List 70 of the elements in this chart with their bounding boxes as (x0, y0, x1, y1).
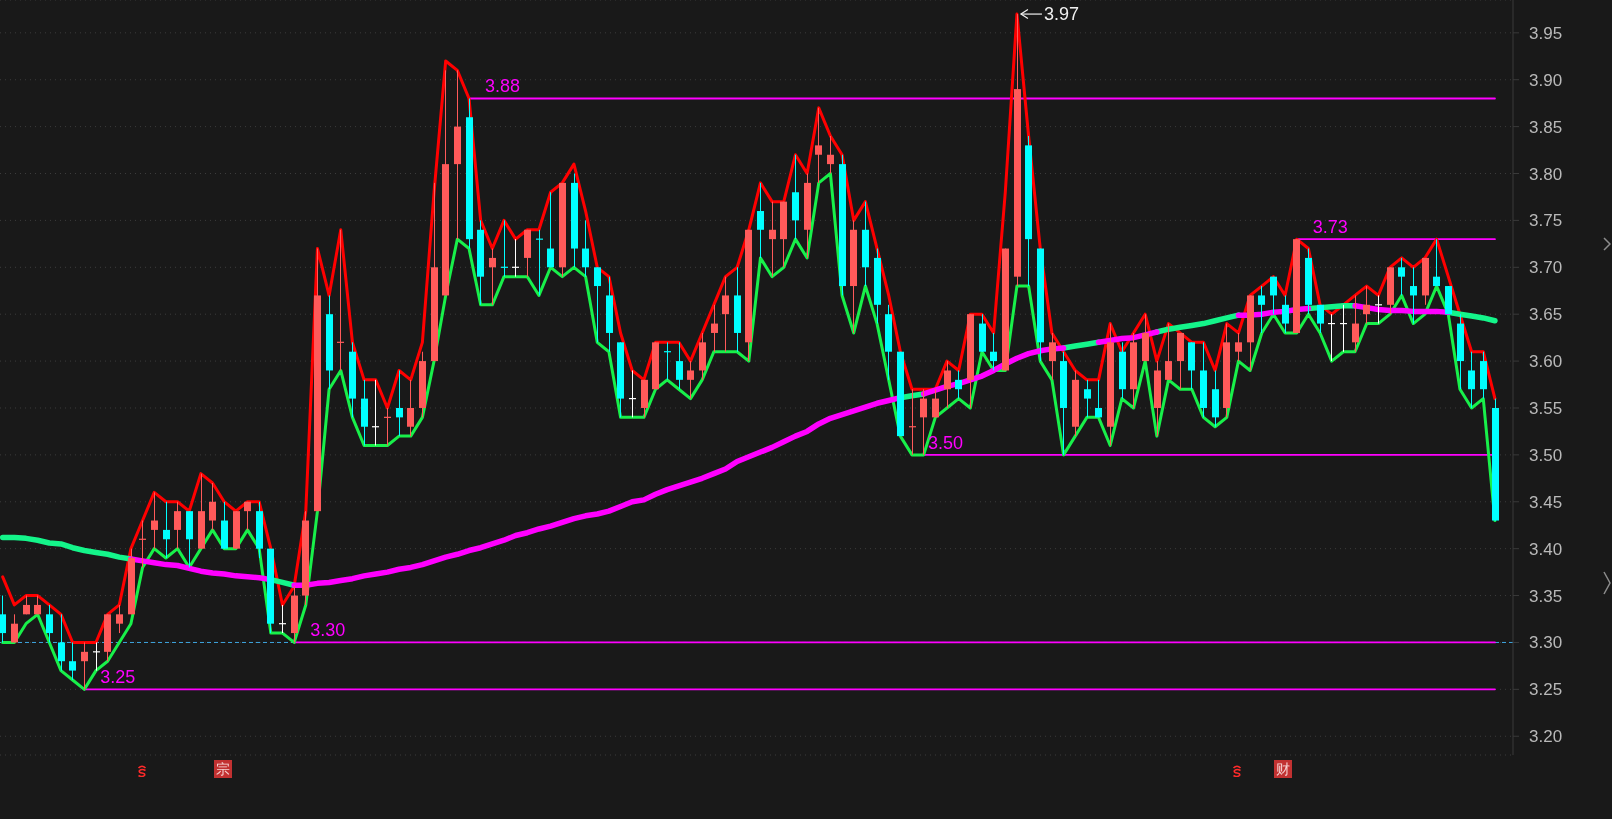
text: 财 (1274, 760, 1292, 778)
candlestick (244, 501, 251, 531)
y-tick-label: 3.40 (1529, 539, 1563, 559)
candlestick (1410, 266, 1417, 325)
candlestick (687, 360, 694, 400)
candlestick (932, 388, 939, 418)
candlestick (1235, 332, 1242, 362)
candlestick (1165, 323, 1172, 381)
y-tick-label: 3.75 (1529, 211, 1563, 231)
candlestick (1363, 285, 1370, 325)
candlestick (69, 641, 76, 681)
candlestick (209, 482, 216, 531)
candlestick (81, 641, 88, 690)
y-tick-label: 3.60 (1529, 352, 1563, 372)
candlestick (920, 388, 927, 456)
candlestick (46, 604, 53, 643)
candlestick (1282, 294, 1289, 334)
candlestick (711, 304, 718, 353)
candlestick (815, 107, 822, 184)
candlestick (1433, 238, 1440, 287)
annotation: 3.97 (1043, 4, 1079, 25)
candlestick (1468, 351, 1475, 409)
y-tick-label: 3.25 (1529, 680, 1563, 700)
candlestick (827, 135, 834, 175)
y-tick-label: 3.35 (1529, 586, 1563, 606)
y-tick-label: 3.80 (1529, 164, 1563, 184)
candlestick (769, 201, 776, 278)
y-tick-label: 3.90 (1529, 70, 1563, 90)
candlestick (1049, 332, 1056, 381)
y-tick-label: 3.30 (1529, 633, 1563, 653)
candlestick (11, 613, 18, 643)
candlestick (757, 182, 764, 259)
candlestick (955, 369, 962, 400)
y-tick-label: 3.45 (1529, 492, 1563, 512)
candlestick (1317, 304, 1324, 334)
candlestick (407, 379, 414, 437)
series-label: 3.88 (485, 76, 521, 97)
text: 宗 (214, 760, 232, 778)
candlestick (1095, 379, 1102, 418)
candlestick (396, 369, 403, 437)
candlestick (990, 332, 997, 371)
candlestick (1352, 294, 1359, 353)
candlestick (582, 219, 589, 278)
candlestick (594, 266, 601, 343)
candlestick (116, 604, 123, 634)
candlestick (1270, 276, 1277, 315)
candlestick (489, 248, 496, 306)
candlestick (722, 276, 729, 353)
candlestick (944, 360, 951, 409)
series-label: 3.50 (928, 432, 964, 453)
candlestick (174, 501, 181, 550)
candlestick (1398, 257, 1405, 296)
y-tick-label: 3.50 (1529, 445, 1563, 465)
candlestick (1258, 285, 1265, 334)
y-tick-label: 3.85 (1529, 117, 1563, 137)
candlestick (1084, 379, 1091, 418)
candlestick (676, 341, 683, 390)
candlestick (58, 613, 65, 672)
series-label: 3.30 (310, 620, 346, 641)
y-tick-label: 3.95 (1529, 23, 1563, 43)
series-label: 3.25 (100, 667, 136, 688)
candlestick (0, 595, 6, 643)
y-tick-label: 3.65 (1529, 305, 1563, 325)
series-label: 3.73 (1312, 217, 1348, 238)
y-tick-label: 3.20 (1529, 727, 1563, 747)
candlestick (547, 191, 554, 268)
candlestick (163, 501, 170, 559)
candlestick (151, 491, 158, 550)
y-tick-label: 3.70 (1529, 258, 1563, 278)
y-tick-label: 3.55 (1529, 399, 1563, 419)
